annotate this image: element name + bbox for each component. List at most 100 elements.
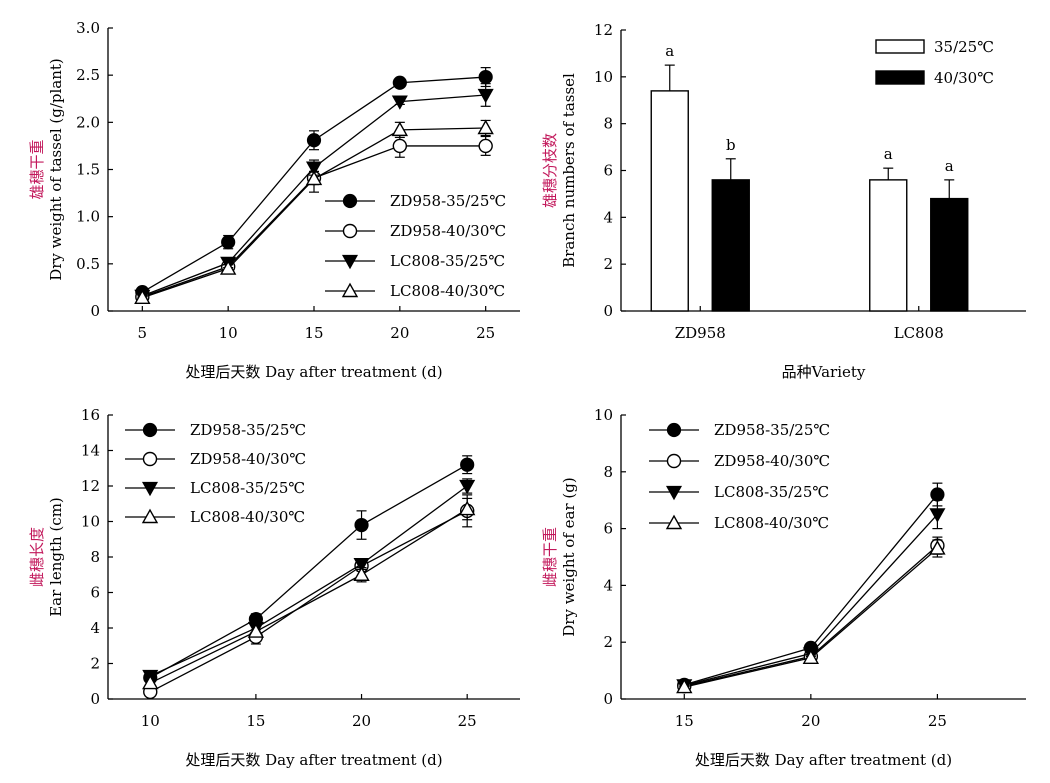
data-point [929, 508, 946, 523]
y-tick-label: 12 [81, 477, 100, 495]
data-point [353, 566, 370, 581]
data-point [391, 95, 408, 110]
series-LC808-40/30℃ [676, 539, 946, 694]
series-line [149, 485, 468, 677]
x-tick-label: 25 [476, 324, 495, 342]
y-axis-label-en: Ear length (cm) [47, 497, 65, 617]
legend-entry: LC808-40/30℃ [325, 282, 505, 300]
legend-label: LC808-40/30℃ [190, 508, 305, 526]
legend-entry: ZD958-35/25℃ [125, 421, 306, 439]
y-axis-label: 雌穗干重Dry weight of ear (g) [541, 477, 578, 636]
y-tick-label: 12 [594, 21, 613, 39]
legend-marker [666, 422, 682, 438]
data-point [247, 623, 265, 638]
x-tick-label: 20 [801, 712, 820, 730]
y-axis-label: 雄穗分枝数Branch numbers of tassel [541, 73, 578, 268]
chart-panel-d: 0 2 4 6 8 10 雌穗干重Dry weight of ear (g) 处理后天数 Da… [541, 406, 1026, 769]
y-axis-label-cn: 雌穗干重 [541, 527, 559, 587]
legend-marker [666, 453, 682, 469]
legend-entry: ZD958-35/25℃ [649, 421, 830, 439]
y-axis-label-cn: 雌穗长度 [28, 527, 46, 587]
y-tick-label: 2.5 [76, 66, 100, 84]
chart-panel-a: 0 0.5 1.0 1.5 2.0 2.5 3.0 雄穗干重Dry weight of tas… [28, 19, 520, 381]
legend-entry: LC808-40/30℃ [649, 514, 829, 532]
x-axis-label-cn: 处理后天数 [695, 751, 770, 769]
x-axis-label-cn: 处理后天数 [185, 363, 260, 381]
x-axis-label-en: Day after treatment (d) [260, 363, 442, 381]
bar [869, 179, 908, 312]
legend-label: ZD958-40/30℃ [714, 452, 830, 470]
data-point [305, 170, 323, 186]
legend-entry: LC808-35/25℃ [325, 252, 505, 270]
series-line [684, 547, 938, 688]
legend-label: LC808-35/25℃ [390, 252, 505, 270]
x-axis-label-en: Day after treatment (d) [770, 751, 952, 769]
significance-letter: a [665, 42, 674, 60]
chart-panel-c: 0 2 4 6 8 10 12 14 16 雌穗长度Ear length (cm) 处理后天数 Da… [28, 406, 520, 769]
data-point [478, 138, 493, 154]
legend-label: LC808-35/25℃ [714, 483, 829, 501]
y-tick-label: 0 [90, 302, 100, 320]
legend-label: LC808-40/30℃ [714, 514, 829, 532]
y-tick-label: 8 [90, 548, 100, 566]
legend-entry: LC808-35/25℃ [649, 483, 829, 501]
series-line [684, 545, 938, 687]
y-tick-label: 0 [603, 690, 613, 708]
legend-swatch [875, 70, 925, 85]
data-point [477, 88, 494, 104]
significance-letter: b [726, 136, 736, 154]
y-tick-label: 16 [81, 406, 100, 424]
legend-marker [141, 481, 159, 497]
x-axis-label-cn: 处理后天数 [185, 751, 260, 769]
bar [650, 90, 689, 312]
series-LC808-40/30℃ [134, 119, 494, 304]
x-tick-label: 15 [675, 712, 694, 730]
x-tick-label: ZD958 [675, 324, 726, 342]
legend-marker [341, 254, 359, 270]
y-axis-label-cn: 雄穗分枝数 [541, 133, 559, 208]
data-point [478, 69, 493, 85]
series-line [149, 464, 468, 679]
data-point [802, 649, 820, 665]
y-tick-label: 2 [603, 255, 613, 273]
data-point [929, 540, 946, 555]
x-tick-label: 25 [928, 712, 947, 730]
y-tick-label: 10 [594, 68, 613, 86]
y-tick-label: 2 [603, 633, 613, 651]
data-point [930, 487, 945, 502]
data-point [676, 678, 693, 694]
y-tick-label: 0.5 [76, 255, 100, 273]
data-point [353, 557, 370, 573]
y-axis-label-cn: 雄穗干重 [28, 139, 46, 199]
bar [930, 197, 969, 312]
data-point [221, 235, 236, 250]
y-tick-label: 14 [81, 442, 100, 460]
legend-label: ZD958-35/25℃ [390, 192, 506, 210]
x-axis-label: 处理后天数 Day after treatment (d) [185, 751, 442, 769]
x-tick-label: LC808 [894, 324, 944, 342]
y-axis-label-en: Dry weight of ear (g) [560, 477, 578, 636]
chart-panel-b: 0 2 4 6 8 10 12 雄穗分枝数Branch numbers of tassel 品种… [541, 21, 1026, 381]
legend-swatch [875, 39, 925, 54]
legend-entry: 35/25℃ [875, 38, 994, 56]
series-ZD958-40/30℃ [677, 536, 945, 694]
y-tick-label: 6 [603, 162, 613, 180]
y-tick-label: 1.5 [76, 161, 100, 179]
data-point [219, 260, 237, 275]
x-axis-label-en: Variety [811, 363, 866, 381]
data-point [142, 674, 159, 690]
legend-entry: ZD958-40/30℃ [325, 222, 506, 240]
y-tick-label: 8 [603, 115, 613, 133]
data-point [477, 119, 494, 135]
data-point [460, 457, 475, 472]
legend-label: LC808-35/25℃ [190, 479, 305, 497]
x-tick-label: 5 [138, 324, 148, 342]
legend-marker [341, 282, 359, 298]
series-line [142, 127, 486, 299]
y-tick-label: 0 [90, 690, 100, 708]
y-tick-label: 0 [603, 302, 613, 320]
legend-entry: 40/30℃ [875, 69, 994, 87]
legend-entry: LC808-40/30℃ [125, 508, 305, 526]
x-tick-label: 15 [246, 712, 265, 730]
